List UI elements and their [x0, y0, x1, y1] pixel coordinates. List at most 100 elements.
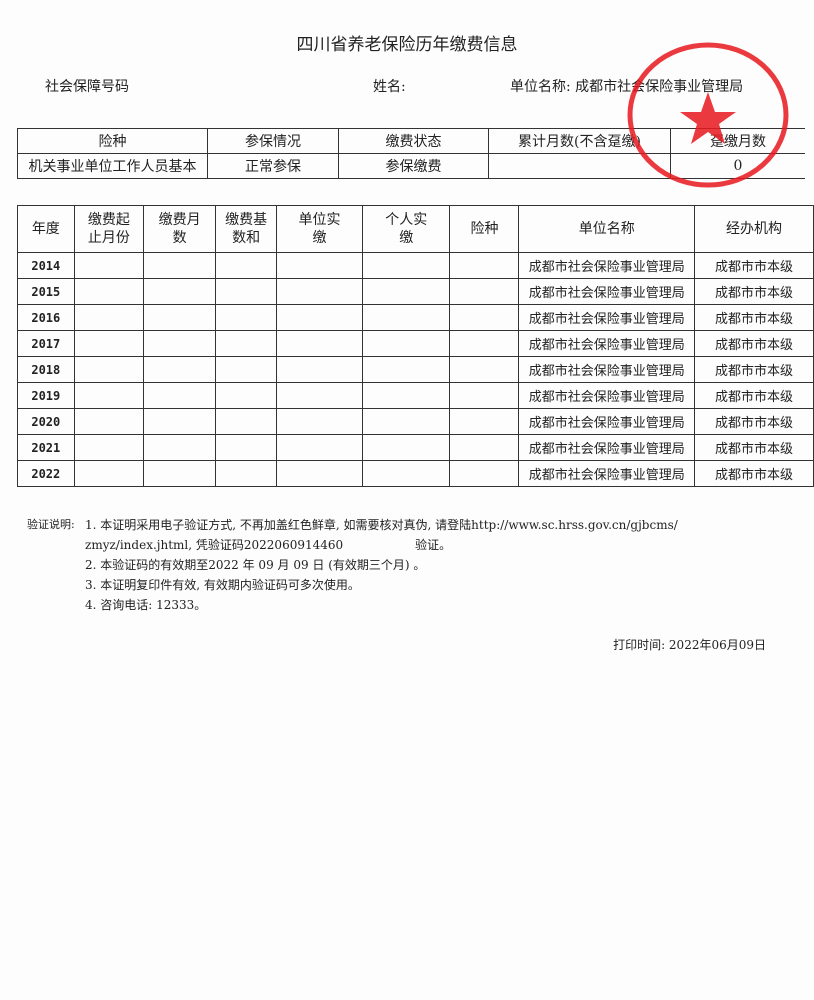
cell: 参保缴费 — [338, 153, 489, 179]
empty-cell — [275, 330, 363, 357]
empty-cell — [361, 252, 451, 279]
empty-cell — [73, 330, 145, 357]
note-line: 1. 本证明采用电子验证方式, 不再加盖红色鲜章, 如需要核对真伪, 请登陆ht… — [85, 518, 678, 532]
empty-cell — [449, 408, 520, 435]
year-cell: 2020 — [17, 408, 75, 435]
table-row: 2017 成都市社会保险事业管理局 成都市市本级 — [17, 330, 814, 357]
name-label: 姓名: — [373, 79, 406, 95]
header-cell: 缴费起止月份 — [73, 205, 145, 253]
empty-cell — [215, 356, 277, 383]
unit-cell: 成都市社会保险事业管理局 — [518, 304, 695, 331]
empty-cell — [449, 330, 520, 357]
empty-cell — [361, 434, 451, 461]
agency-cell: 成都市市本级 — [693, 330, 814, 357]
cell: 0 — [670, 153, 805, 179]
empty-cell — [275, 356, 363, 383]
header-cell: 年度 — [17, 205, 75, 253]
empty-cell — [143, 408, 217, 435]
empty-cell — [361, 382, 451, 409]
empty-cell — [215, 330, 277, 357]
table-row: 2018 成都市社会保险事业管理局 成都市市本级 — [17, 356, 814, 383]
empty-cell — [215, 278, 277, 305]
year-cell: 2018 — [17, 356, 75, 383]
empty-cell — [73, 304, 145, 331]
agency-cell: 成都市市本级 — [693, 252, 814, 279]
empty-cell — [449, 278, 520, 305]
empty-cell — [215, 434, 277, 461]
header-cell: 险种 — [449, 205, 520, 253]
header-cell: 缴费月数 — [143, 205, 217, 253]
empty-cell — [361, 460, 451, 487]
empty-cell — [449, 304, 520, 331]
note-line: 3. 本证明复印件有效, 有效期内验证码可多次使用。 — [85, 578, 360, 592]
header-cell: 单位实缴 — [275, 205, 363, 253]
year-cell: 2021 — [17, 434, 75, 461]
table-row: 2020 成都市社会保险事业管理局 成都市市本级 — [17, 408, 814, 435]
agency-cell: 成都市市本级 — [693, 460, 814, 487]
empty-cell — [215, 304, 277, 331]
empty-cell — [215, 252, 277, 279]
header-cell: 经办机构 — [693, 205, 814, 253]
unit-label: 单位名称: 成都市社会保险事业管理局 — [510, 79, 744, 95]
header-cell: 单位名称 — [518, 205, 695, 253]
empty-cell — [361, 408, 451, 435]
empty-cell — [449, 382, 520, 409]
agency-cell: 成都市市本级 — [693, 304, 814, 331]
empty-cell — [143, 304, 217, 331]
empty-cell — [143, 330, 217, 357]
empty-cell — [275, 252, 363, 279]
notes-label: 验证说明: — [27, 518, 75, 531]
page-title: 四川省养老保险历年缴费信息 — [296, 35, 518, 55]
year-cell: 2016 — [17, 304, 75, 331]
year-cell: 2022 — [17, 460, 75, 487]
empty-cell — [143, 434, 217, 461]
empty-cell — [361, 278, 451, 305]
agency-cell: 成都市市本级 — [693, 278, 814, 305]
empty-cell — [215, 382, 277, 409]
unit-cell: 成都市社会保险事业管理局 — [518, 330, 695, 357]
empty-cell — [449, 434, 520, 461]
year-cell: 2019 — [17, 382, 75, 409]
header-cell: 参保情况 — [207, 128, 339, 154]
header-cell: 个人实缴 — [361, 205, 451, 253]
empty-cell — [449, 252, 520, 279]
ssn-label: 社会保障号码 — [45, 79, 129, 95]
empty-cell — [361, 356, 451, 383]
table-row: 2014 成都市社会保险事业管理局 成都市市本级 — [17, 252, 814, 279]
empty-cell — [143, 278, 217, 305]
unit-cell: 成都市社会保险事业管理局 — [518, 460, 695, 487]
table-row: 2019 成都市社会保险事业管理局 成都市市本级 — [17, 382, 814, 409]
table-row: 2016 成都市社会保险事业管理局 成都市市本级 — [17, 304, 814, 331]
header-cell: 缴费状态 — [338, 128, 489, 154]
note-line: zmyz/index.jhtml, 凭验证码2022060914460 验证。 — [85, 538, 452, 552]
header-cell: 趸缴月数 — [670, 128, 805, 154]
empty-cell — [73, 408, 145, 435]
history-table: 年度 缴费起止月份 缴费月数 缴费基数和 单位实缴 个人实缴 险种 单位名称 经… — [17, 205, 814, 487]
note-line: 2. 本验证码的有效期至2022 年 09 月 09 日 (有效期三个月) 。 — [85, 558, 426, 572]
empty-cell — [143, 356, 217, 383]
unit-cell: 成都市社会保险事业管理局 — [518, 278, 695, 305]
empty-cell — [275, 304, 363, 331]
year-cell: 2017 — [17, 330, 75, 357]
cell: 机关事业单位工作人员基本 — [17, 153, 208, 179]
empty-cell — [73, 356, 145, 383]
empty-cell — [215, 460, 277, 487]
table-row: 2021 成都市社会保险事业管理局 成都市市本级 — [17, 434, 814, 461]
unit-cell: 成都市社会保险事业管理局 — [518, 356, 695, 383]
unit-cell: 成都市社会保险事业管理局 — [518, 382, 695, 409]
year-cell: 2015 — [17, 278, 75, 305]
table-row: 2022 成都市社会保险事业管理局 成都市市本级 — [17, 460, 814, 487]
empty-cell — [275, 460, 363, 487]
agency-cell: 成都市市本级 — [693, 434, 814, 461]
empty-cell — [449, 460, 520, 487]
print-time: 打印时间: 2022年06月09日 — [613, 638, 766, 652]
empty-cell — [73, 252, 145, 279]
empty-cell — [143, 460, 217, 487]
cell: 正常参保 — [207, 153, 339, 179]
empty-cell — [73, 434, 145, 461]
summary-table: 险种 参保情况 缴费状态 累计月数(不含趸缴) 趸缴月数 机关事业单位工作人员基… — [17, 128, 805, 179]
empty-cell — [275, 382, 363, 409]
header-cell: 缴费基数和 — [215, 205, 277, 253]
empty-cell — [73, 382, 145, 409]
agency-cell: 成都市市本级 — [693, 382, 814, 409]
